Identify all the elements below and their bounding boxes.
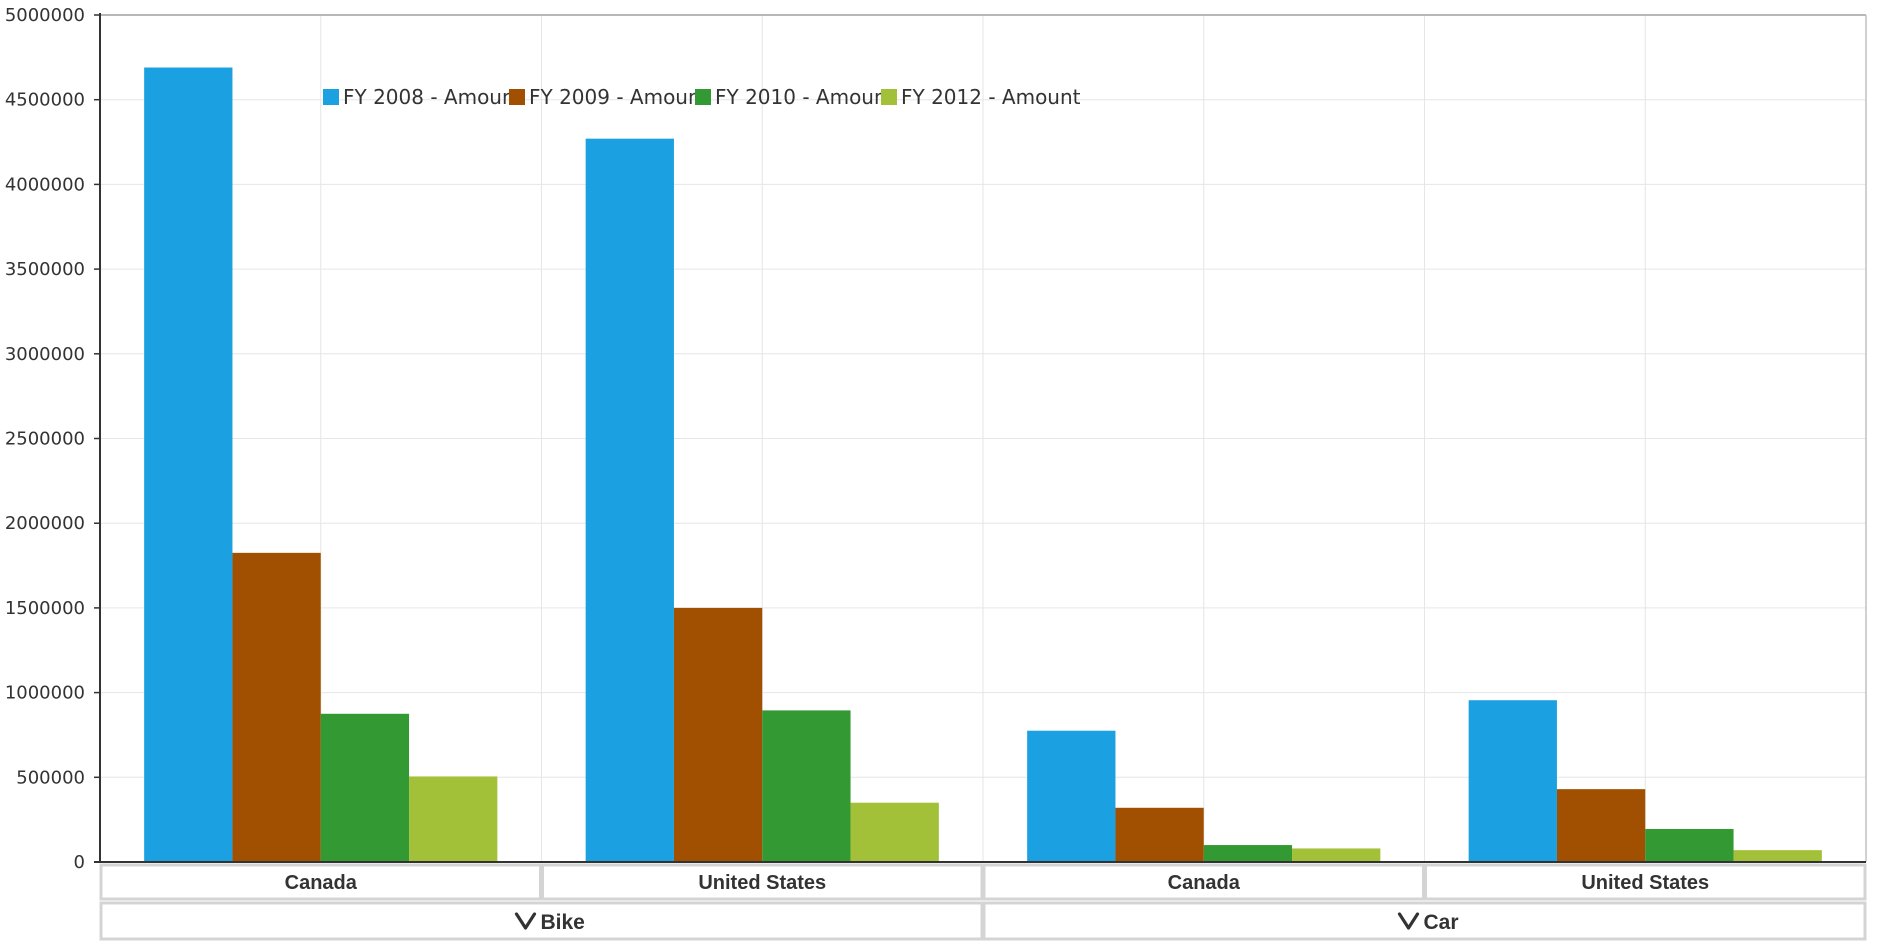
legend-swatch <box>509 89 525 105</box>
category-cell <box>1424 863 1867 901</box>
bar[interactable]: FY 2012 - Amount: 80000 <box>1292 848 1381 862</box>
axes: 0 500000 1000000 1500000 2000000 2500000 30000… <box>5 5 1867 873</box>
category-label: Canada <box>1168 872 1241 894</box>
bar[interactable]: FY 2010 - Amount: 895000 <box>762 710 851 862</box>
category-cell <box>982 863 1425 901</box>
y-tick-label: 500000 <box>16 767 85 788</box>
bar[interactable]: FY 2008 - Amount: 4690000 <box>144 67 233 863</box>
bar[interactable]: FY 2008 - Amount: 955000 <box>1468 700 1557 862</box>
bar[interactable]: FY 2010 - Amount: 875000 <box>320 713 410 862</box>
bar[interactable]: FY 2009 - Amount: 320000 <box>1115 807 1204 862</box>
category-label: United States <box>1581 872 1709 894</box>
y-tick-label: 4500000 <box>5 90 85 111</box>
category-cell <box>99 863 542 901</box>
bar[interactable]: FY 2012 - Amount: 505000 <box>409 776 498 862</box>
bar[interactable]: FY 2009 - Amount: 430000 <box>1556 789 1646 862</box>
category-label: United States <box>698 872 826 894</box>
group-cell[interactable] <box>99 901 984 941</box>
category-label: Canada <box>285 872 358 894</box>
legend-label: FY 2012 - Amount <box>901 85 1081 109</box>
bar[interactable]: FY 2012 - Amount: 70000 <box>1733 850 1822 862</box>
legend-swatch <box>695 89 711 105</box>
bar[interactable]: FY 2008 - Amount: 775000 <box>1027 730 1116 862</box>
y-tick-label: 3000000 <box>5 344 85 365</box>
y-tick-label: 2000000 <box>5 513 85 534</box>
legend-swatch <box>881 89 897 105</box>
group-cell[interactable] <box>982 901 1867 941</box>
category-cell <box>541 863 984 901</box>
bar[interactable]: FY 2012 - Amount: 350000 <box>850 802 939 862</box>
legend-label: FY 2008 - Amount <box>343 85 523 109</box>
bar[interactable]: FY 2010 - Amount: 195000 <box>1645 828 1734 862</box>
y-tick-label: 0 <box>74 852 85 873</box>
chevron-down-icon[interactable] <box>1397 912 1420 930</box>
y-tick-label: 2500000 <box>5 429 85 450</box>
legend-label: FY 2010 - Amount <box>715 85 895 109</box>
y-tick-label: 3500000 <box>5 259 85 280</box>
bars: FY 2008 - Amount: 4690000FY 2009 - Amoun… <box>144 67 1822 863</box>
group-label: Bike <box>541 911 585 934</box>
chevron-down-icon[interactable] <box>514 912 537 930</box>
legend-label: FY 2009 - Amount <box>529 85 709 109</box>
y-tick-label: 4000000 <box>5 174 85 195</box>
legend-swatch <box>323 89 339 105</box>
bar[interactable]: FY 2009 - Amount: 1500000 <box>673 607 763 862</box>
y-tick-label: 1500000 <box>5 598 85 619</box>
y-tick-label: 5000000 <box>5 5 85 26</box>
bar[interactable]: FY 2010 - Amount: 100000 <box>1203 845 1293 862</box>
group-label: Car <box>1424 911 1459 934</box>
legend: FY 2008 - Amount FY 2009 - Amount FY 2010 … <box>323 85 1081 109</box>
axis-category-labels: Canada United States Canada United States Bi… <box>99 863 1867 941</box>
y-tick-label: 1000000 <box>5 683 85 704</box>
bar[interactable]: FY 2009 - Amount: 1825000 <box>232 552 321 862</box>
bar[interactable]: FY 2008 - Amount: 4270000 <box>585 138 674 863</box>
